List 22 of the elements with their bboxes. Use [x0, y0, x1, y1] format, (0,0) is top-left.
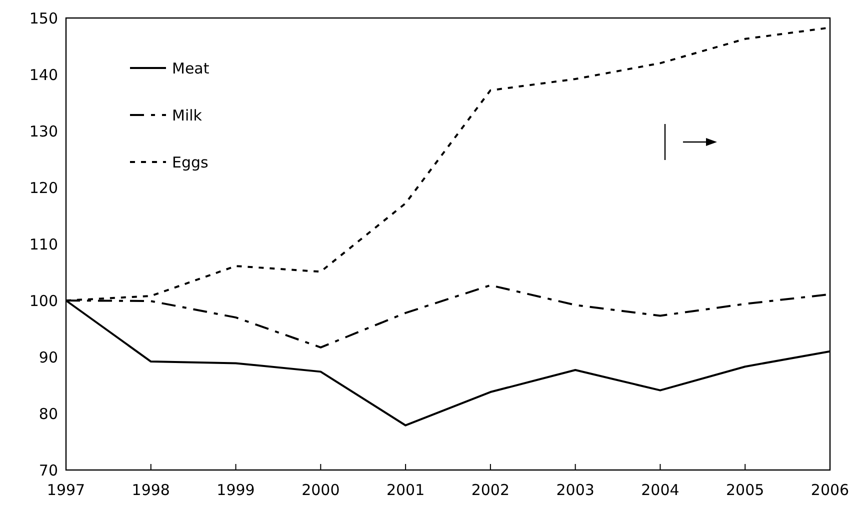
x-tick-label: 2002	[471, 481, 510, 499]
y-tick-label: 90	[38, 348, 58, 366]
y-tick-label: 140	[29, 66, 58, 84]
legend-label: Milk	[172, 106, 202, 124]
y-tick-label: 120	[29, 178, 58, 197]
x-tick-label: 2004	[641, 481, 680, 499]
legend-label: Meat	[172, 59, 210, 78]
x-tick-label: 2005	[726, 481, 764, 499]
y-tick-label: 70	[38, 461, 58, 480]
y-tick-label: 150	[29, 9, 58, 28]
x-tick-label: 1999	[216, 481, 255, 499]
legend-label: Eggs	[172, 153, 209, 172]
y-tick-label: 130	[29, 122, 58, 140]
x-tick-label: 2000	[302, 481, 340, 499]
x-tick-label: 2006	[810, 481, 850, 499]
y-tick-label: 80	[38, 404, 58, 423]
x-tick-label: 2001	[386, 481, 425, 499]
x-tick-label: 1997	[46, 481, 86, 499]
x-tick-label: 1998	[132, 481, 170, 499]
x-tick-label: 2003	[556, 481, 594, 499]
y-tick-label: 110	[29, 235, 58, 254]
y-tick-label: 100	[29, 292, 58, 310]
